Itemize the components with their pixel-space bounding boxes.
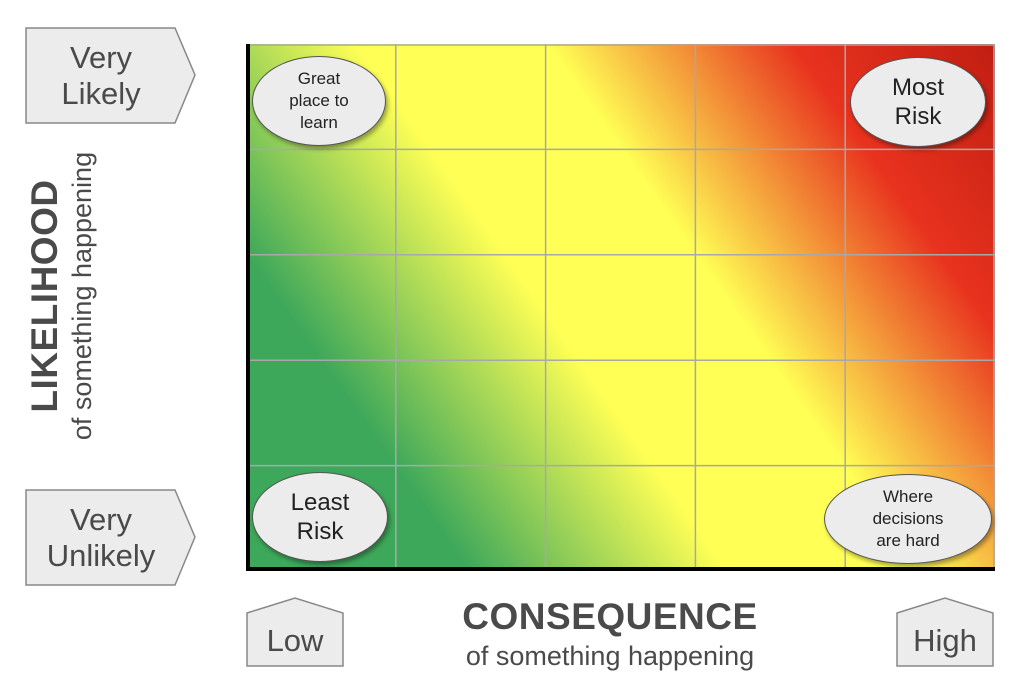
least-risk-callout: Least Risk — [252, 472, 388, 562]
very-unlikely-label-box: Very Unlikely — [25, 489, 197, 586]
callout-line: Risk — [296, 518, 344, 545]
very-likely-label-box: Very Likely — [25, 27, 197, 124]
very-unlikely-text: Very Unlikely — [25, 489, 177, 586]
callout-line: Where — [882, 487, 934, 506]
high-text: High — [913, 623, 977, 658]
callout-line: Risk — [894, 103, 942, 130]
likelihood-axis-label: LIKELIHOOD of something happening — [24, 86, 124, 506]
very-likely-line-1: Very — [69, 39, 133, 75]
callout-line: are hard — [876, 531, 940, 550]
likelihood-subtitle: of something happening — [67, 151, 97, 441]
very-likely-line-2: Likely — [61, 75, 141, 111]
right-arrow-shape — [25, 489, 196, 586]
callout-line: Great — [297, 69, 341, 88]
callout-line: place to — [289, 91, 349, 110]
callout-line: Most — [891, 74, 944, 101]
great-place-to-learn-callout: Great place to learn — [252, 56, 386, 146]
right-arrow-shape — [25, 27, 196, 124]
very-unlikely-line-1: Very — [69, 501, 133, 537]
consequence-subtitle: of something happening — [465, 641, 755, 671]
callout-line: decisions — [872, 509, 944, 528]
low-text: Low — [266, 623, 324, 658]
low-label-box: Low — [246, 597, 344, 667]
likelihood-title: LIKELIHOOD — [24, 179, 65, 413]
up-arrow-shape — [246, 597, 344, 667]
up-arrow-shape — [896, 597, 994, 667]
consequence-title: CONSEQUENCE — [462, 596, 758, 637]
callout-line: Least — [290, 489, 350, 516]
callout-line: learn — [300, 113, 338, 132]
most-risk-callout: Most Risk — [850, 57, 986, 147]
very-unlikely-line-2: Unlikely — [46, 537, 156, 573]
grid-lines — [246, 44, 995, 571]
very-likely-text: Very Likely — [25, 27, 177, 124]
where-decisions-are-hard-callout: Where decisions are hard — [824, 474, 992, 564]
high-label-box: High — [896, 597, 994, 667]
